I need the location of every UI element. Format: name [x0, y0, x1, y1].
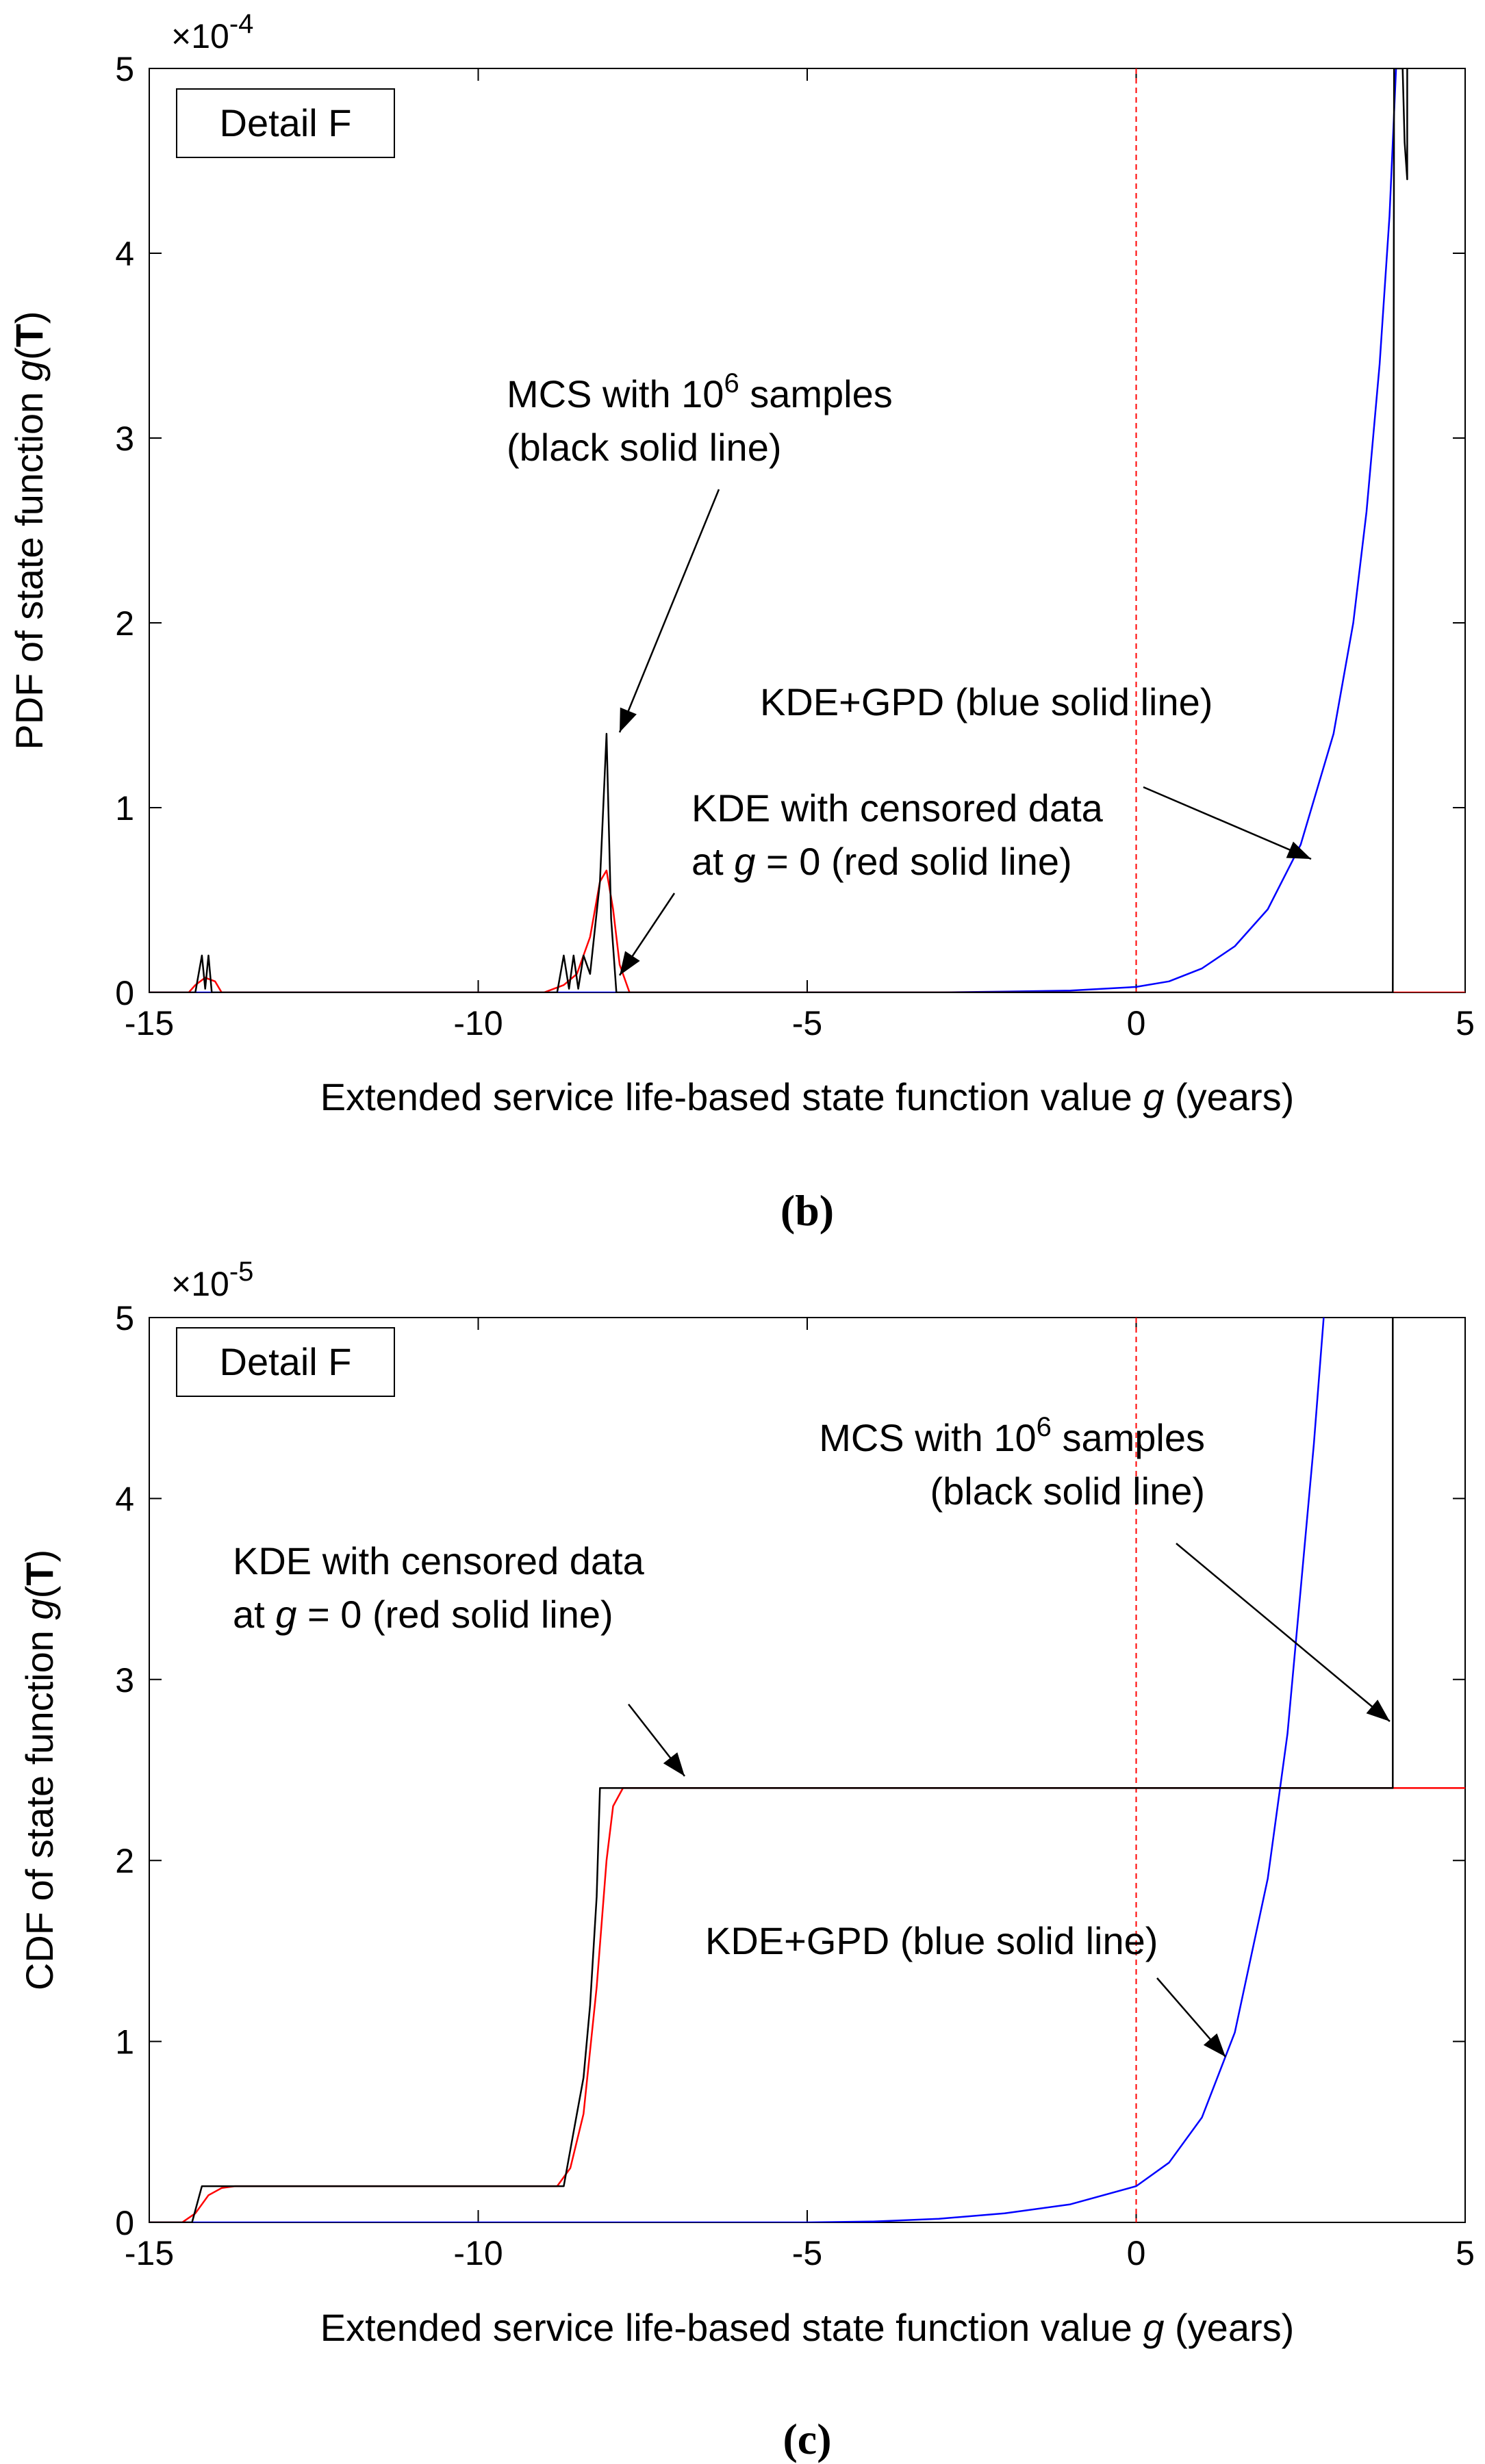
- y-tick-label: 3: [115, 1661, 134, 1699]
- y-tick-label: 5: [115, 1299, 134, 1337]
- panel-caption: (b): [780, 1186, 834, 1235]
- axis-multiplier: ×10-4: [171, 9, 253, 55]
- y-axis-label: PDF of state function g(T): [8, 311, 51, 749]
- x-tick-label: -5: [792, 1004, 822, 1042]
- y-tick-label: 2: [115, 1842, 134, 1880]
- x-tick-label: -15: [125, 2234, 174, 2272]
- annotation-arrowhead: [1286, 841, 1311, 859]
- legend-label: Detail F: [220, 101, 352, 144]
- y-tick-label: 1: [115, 789, 134, 827]
- axis-multiplier: ×10-5: [171, 1257, 253, 1303]
- x-tick-label: 0: [1127, 2234, 1146, 2272]
- series-line-kde-gpd: [149, 1318, 1325, 2222]
- annotation-arrow: [1176, 1543, 1391, 1722]
- plot-area-c: [149, 1317, 1466, 2223]
- y-tick-label: 4: [115, 1480, 134, 1518]
- annotation-arrowhead: [620, 951, 640, 975]
- y-axis-label: CDF of state function g(T): [18, 1550, 61, 1990]
- y-tick-label: 0: [115, 974, 134, 1012]
- x-tick-label: 5: [1456, 1004, 1475, 1042]
- series-line-mcs-with-10-6-samples: [149, 68, 1408, 992]
- x-tick-label: -10: [453, 2234, 503, 2272]
- y-tick-label: 3: [115, 420, 134, 458]
- series-line-kde-gpd: [149, 68, 1397, 992]
- plot-area-b: [149, 68, 1466, 993]
- series-line-mcs-with-10-6-samples: [149, 1318, 1394, 2222]
- panel-b: -15 -10 -5 0 5 0 1 2 3 4 5 ×10-4 Detail F MCS with 10…: [8, 9, 1475, 1235]
- legend-box: [176, 1327, 395, 1397]
- annotation-arrowhead: [620, 707, 637, 732]
- x-tick-label: 5: [1456, 2234, 1475, 2272]
- annotation-text: KDE+GPD (blue solid line): [760, 680, 1213, 723]
- y-tick-label: 4: [115, 235, 134, 273]
- y-tick-label: 2: [115, 604, 134, 643]
- legend-box: [176, 88, 395, 158]
- annotation-text: KDE with censored data at g = 0 (red soli…: [691, 786, 1104, 883]
- x-tick-label: -5: [792, 2234, 822, 2272]
- x-axis-label: Extended service life-based state functi…: [320, 2306, 1295, 2349]
- x-tick-label: -10: [453, 1004, 503, 1042]
- panel-c: -15 -10 -5 0 5 0 1 2 3 4 5 ×10-5 Detail F MCS with 10…: [18, 1257, 1475, 2463]
- annotation-text: KDE with censored data at g = 0 (red soli…: [233, 1539, 645, 1636]
- annotation-arrow: [618, 489, 720, 733]
- annotation-text: KDE+GPD (blue solid line): [705, 1919, 1158, 1962]
- y-tick-label: 5: [115, 50, 134, 88]
- annotation-text: MCS with 106 samples (black solid line): [507, 368, 893, 469]
- annotation-text: MCS with 106 samples (black solid line): [819, 1412, 1205, 1513]
- x-tick-label: -15: [125, 1004, 174, 1042]
- panel-caption: (c): [783, 2415, 831, 2463]
- annotation-arrowhead: [1203, 2033, 1226, 2057]
- annotation-arrowhead: [1366, 1699, 1390, 1721]
- annotation-arrow: [1143, 786, 1312, 860]
- annotation-arrowhead: [663, 1752, 685, 1776]
- legend-label: Detail F: [220, 1340, 352, 1383]
- y-tick-label: 1: [115, 2023, 134, 2062]
- series-group: [149, 68, 1465, 992]
- series-line-kde-with-censored-data: [149, 1787, 1465, 2222]
- series-group: [149, 1318, 1465, 2222]
- x-axis-label: Extended service life-based state functi…: [320, 1075, 1295, 1118]
- x-tick-label: 0: [1127, 1004, 1146, 1042]
- y-tick-label: 0: [115, 2204, 134, 2242]
